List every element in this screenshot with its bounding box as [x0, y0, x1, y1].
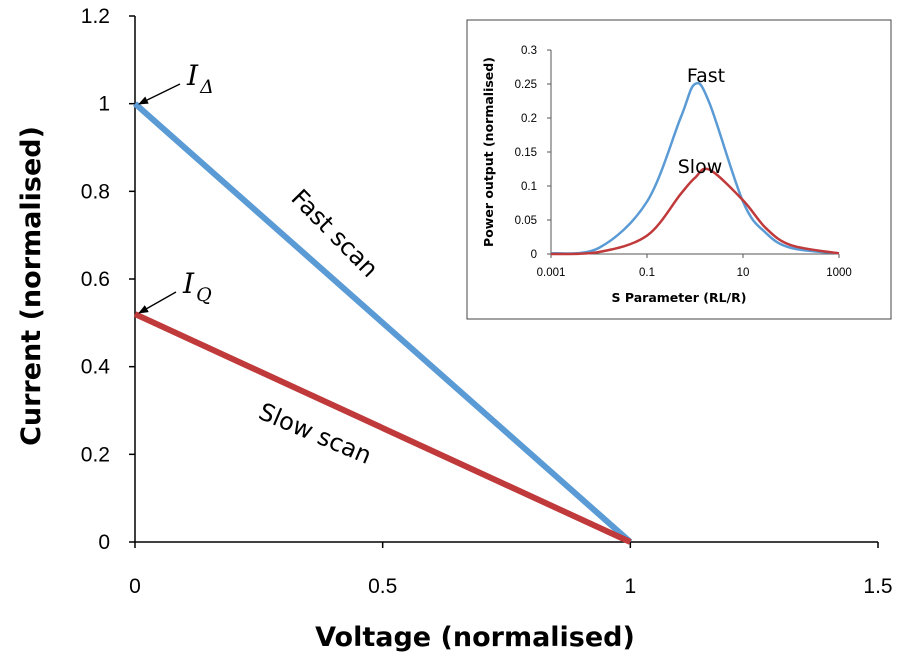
- slow-scan-label: Slow scan: [255, 397, 376, 469]
- inset-x-ticks: 0.001 0.1 10 1000: [537, 254, 852, 279]
- fast-scan-label: Fast scan: [286, 184, 384, 283]
- inset-fast-curve: [550, 81, 840, 255]
- fast-scan-line: [133, 101, 633, 545]
- inset-frame: [466, 19, 892, 320]
- inset-chart: 0 0.05 0.1 0.15 0.2 0.25 0.3 0.001 0.1 10 1000 S …: [466, 19, 892, 320]
- inset-x-tick-label: 1000: [826, 267, 852, 279]
- main-y-tick-label: 1: [98, 93, 110, 116]
- inset-slow-label: Slow: [678, 156, 723, 178]
- inset-y-axis-title: Power output (normalised): [481, 57, 496, 247]
- main-y-tick-label: 0.6: [81, 268, 110, 291]
- inset-y-tick-label: 0.25: [515, 79, 537, 91]
- inset-y-tick-label: 0.05: [515, 215, 537, 227]
- i-q-arrow: [138, 291, 177, 314]
- main-y-ticks: 0 0.2 0.4 0.6 0.8 1 1.2: [81, 5, 135, 554]
- inset-y-tick-label: 0.15: [515, 147, 537, 159]
- inset-y-tick-label: 0.2: [521, 113, 537, 125]
- main-x-tick-label: 0.5: [368, 575, 397, 598]
- main-y-tick-label: 0.8: [81, 180, 110, 203]
- inset-x-tick-label: 0.1: [639, 267, 655, 279]
- main-y-tick-label: 0: [98, 531, 110, 554]
- main-x-axis-title: Voltage (normalised): [315, 622, 635, 653]
- inset-y-tick-label: 0: [531, 249, 537, 261]
- inset-y-ticks: 0 0.05 0.1 0.15 0.2 0.25 0.3: [515, 45, 551, 261]
- inset-y-tick-label: 0.1: [521, 181, 537, 193]
- inset-y-tick-label: 0.3: [521, 45, 537, 57]
- main-y-tick-label: 0.2: [81, 443, 110, 466]
- inset-x-tick-label: 10: [737, 267, 750, 279]
- inset-slow-curve: [550, 167, 840, 256]
- i-delta-arrow: [138, 83, 181, 105]
- main-y-tick-label: 1.2: [81, 5, 110, 28]
- slow-scan-line: [133, 311, 632, 545]
- inset-x-axis-title: S Parameter (RL/R): [612, 290, 747, 305]
- main-x-tick-label: 1.5: [863, 575, 892, 598]
- inset-x-tick-label: 0.001: [537, 267, 566, 279]
- inset-series-group: [550, 81, 840, 256]
- main-y-tick-label: 0.4: [81, 356, 111, 379]
- inset-fast-label: Fast: [687, 65, 725, 87]
- main-x-tick-label: 1: [624, 575, 636, 598]
- main-series-group: [133, 101, 633, 545]
- main-y-axis-title: Current (normalised): [16, 126, 47, 446]
- main-x-tick-label: 0: [129, 575, 141, 598]
- main-x-ticks: 0 0.5 1 1.5: [129, 542, 893, 598]
